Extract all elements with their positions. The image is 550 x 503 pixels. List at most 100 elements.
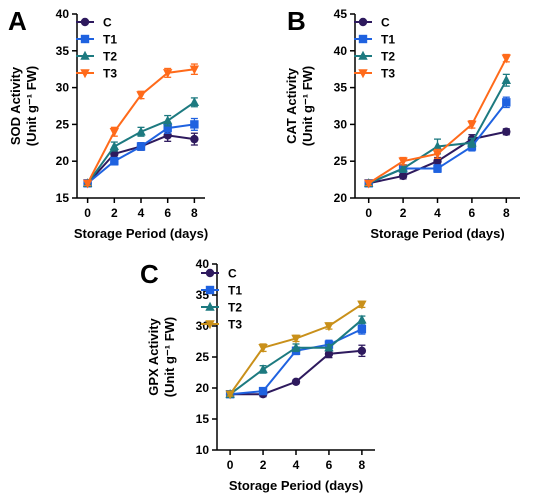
y-tick-label: 20 <box>196 381 210 395</box>
legend-label: T3 <box>381 67 395 81</box>
y-axis-title-line1: SOD Activity <box>8 66 23 145</box>
legend-marker <box>358 17 368 27</box>
x-tick-label: 0 <box>227 458 234 472</box>
legend-marker <box>205 301 215 311</box>
legend-label: T3 <box>103 67 117 81</box>
y-axis-title-line2: (Unit g⁻¹ FW) <box>24 66 39 147</box>
data-point <box>163 123 172 133</box>
series-t3 <box>363 53 512 189</box>
y-tick-label: 35 <box>334 81 348 95</box>
data-point <box>357 314 367 324</box>
data-point <box>190 120 199 129</box>
x-tick-label: 8 <box>191 206 198 220</box>
series-t3 <box>225 300 367 400</box>
legend-marker <box>205 268 215 278</box>
legend-label: T1 <box>381 33 395 47</box>
y-tick-label: 25 <box>196 350 210 364</box>
y-tick-label: 40 <box>56 7 70 21</box>
legend-label: C <box>381 16 390 30</box>
data-point <box>291 334 301 344</box>
legend-marker <box>80 50 90 60</box>
panel-letter: C <box>140 259 159 289</box>
x-axis-title: Storage Period (days) <box>229 478 363 493</box>
y-tick-label: 35 <box>56 44 70 58</box>
y-tick-label: 20 <box>334 191 348 205</box>
y-axis-title-line2: (Unit g⁻¹ FW) <box>300 66 315 147</box>
legend: C T1 T2 T3 <box>201 267 242 332</box>
data-point <box>501 54 512 64</box>
legend: C T1 T2 T3 <box>76 16 117 81</box>
legend-marker <box>205 285 215 295</box>
legend: C T1 T2 T3 <box>354 16 395 81</box>
x-tick-label: 8 <box>359 458 366 472</box>
data-point <box>467 137 477 147</box>
legend-label: T3 <box>228 318 242 332</box>
data-point <box>136 142 146 151</box>
y-tick-label: 25 <box>56 117 70 131</box>
x-tick-label: 0 <box>84 206 91 220</box>
data-point <box>398 171 408 181</box>
legend-label: T2 <box>103 50 117 64</box>
y-tick-label: 45 <box>334 7 348 21</box>
data-point <box>357 346 367 355</box>
data-point <box>190 134 199 144</box>
legend-marker <box>80 17 90 27</box>
data-point <box>291 342 301 352</box>
data-point <box>110 149 119 159</box>
series-t2 <box>82 97 200 187</box>
data-point <box>357 300 367 310</box>
y-tick-label: 15 <box>196 412 210 426</box>
data-point <box>398 163 408 173</box>
x-axis-title: Storage Period (days) <box>74 226 208 241</box>
y-tick-label: 10 <box>196 443 210 457</box>
data-point <box>136 91 146 101</box>
data-point <box>433 157 442 166</box>
y-tick-label: 40 <box>196 257 210 271</box>
x-tick-label: 2 <box>111 206 118 220</box>
data-point <box>258 386 268 396</box>
series-line <box>230 349 362 396</box>
data-point <box>502 127 511 136</box>
y-tick-label: 25 <box>334 154 348 168</box>
data-point <box>324 322 334 332</box>
data-point <box>502 98 511 107</box>
data-point <box>225 390 235 400</box>
x-tick-label: 4 <box>434 206 441 220</box>
data-point <box>432 150 443 160</box>
data-point <box>162 69 173 79</box>
data-point <box>189 65 200 75</box>
data-point <box>109 128 120 137</box>
series-t3 <box>82 63 200 189</box>
legend-marker <box>358 69 368 79</box>
x-tick-label: 4 <box>293 458 300 472</box>
data-point <box>357 324 367 334</box>
legend-label: T2 <box>228 301 242 315</box>
legend-marker <box>358 34 368 44</box>
panel-b: B 20 25 30 35 40 45 0 2 4 6 8 Storage Period (days) C… <box>284 6 520 241</box>
y-tick-label: 30 <box>196 319 210 333</box>
y-tick-label: 20 <box>56 154 70 168</box>
panel-letter: B <box>287 6 306 36</box>
data-point <box>432 141 443 151</box>
x-tick-label: 4 <box>138 206 145 220</box>
data-point <box>433 164 442 173</box>
legend-label: T1 <box>228 284 242 298</box>
data-point <box>162 115 173 125</box>
legend-marker <box>205 320 215 330</box>
data-point <box>467 120 477 130</box>
x-tick-label: 8 <box>503 206 510 220</box>
y-tick-label: 15 <box>56 191 70 205</box>
data-point <box>110 157 119 166</box>
x-tick-label: 6 <box>164 206 171 220</box>
panel-a: A 15 20 25 30 35 40 0 2 4 6 8 Storage Period (days) S… <box>8 6 208 241</box>
x-tick-label: 2 <box>400 206 407 220</box>
data-point <box>363 179 374 189</box>
data-point <box>398 157 408 167</box>
y-tick-label: 30 <box>56 81 70 95</box>
legend-label: C <box>103 16 112 30</box>
data-point <box>324 342 334 352</box>
y-axis-title-line1: CAT Activity <box>284 67 299 144</box>
data-point <box>291 377 301 386</box>
